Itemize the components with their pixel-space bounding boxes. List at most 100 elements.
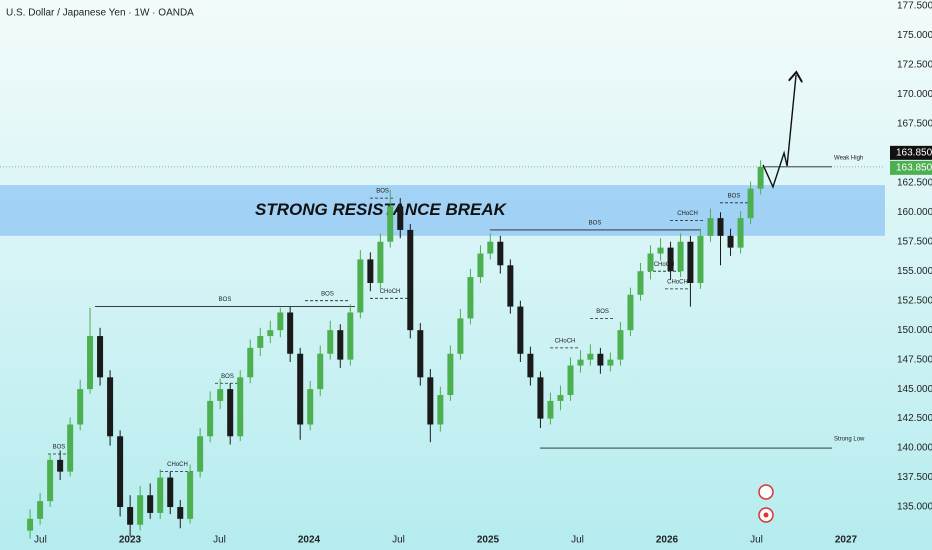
candle-body [107,377,114,437]
x-tick-label: Jul [392,535,405,546]
candle-body [157,477,164,513]
flag-icon-dot [763,512,769,518]
candle-body [317,353,324,390]
candle-body [527,353,534,378]
x-tick-label: Jul [34,535,47,546]
candle-body [627,294,634,331]
candle-body [497,241,504,266]
structure-label: CHoCH [654,262,675,268]
candle-body [477,253,484,278]
candle-body [507,265,514,307]
price-tag [890,145,932,160]
candle-body [417,330,424,378]
x-tick-label: Jul [213,535,226,546]
candle-body [117,436,124,508]
y-tick-label: 150.000 [897,325,932,336]
candle-body [577,359,584,366]
candle-body [717,218,724,236]
flag-icons [758,484,774,523]
candle-body [337,330,344,360]
candle-body [67,424,74,472]
resistance-zone [0,185,885,236]
structure-label: BOS [219,297,232,303]
candle-body [737,218,744,248]
price-tag-label: 163.850 [896,147,932,158]
y-tick-label: 152.500 [897,295,932,306]
structure-label: CHoCH [167,462,188,468]
candle-body [387,206,394,242]
y-tick-label: 140.000 [897,443,932,454]
candle-body [547,400,554,419]
candle-body [367,259,374,283]
candle-body [637,271,644,295]
y-tick-label: 175.000 [897,30,932,41]
candle-body [707,218,714,236]
candle-body [37,501,44,519]
candle-body [127,507,134,525]
candle-body [697,235,704,283]
candle-body [27,518,34,531]
structure-label: CHoCH [380,289,401,295]
key-level-label: Weak High [834,155,863,161]
candle-body [277,312,284,331]
candle-body [287,312,294,354]
chart-title: U.S. Dollar / Japanese Yen · 1W · OANDA [6,8,194,19]
candle-body [487,241,494,254]
candle-body [307,389,314,425]
structure-label: BOS [589,221,602,227]
candle-body [607,359,614,366]
y-tick-label: 160.000 [897,207,932,218]
y-tick-label: 167.500 [897,118,932,129]
candle-body [747,188,754,219]
candle-body [187,471,194,519]
structure-label: CHoCH [555,338,576,344]
y-tick-label: 177.500 [897,1,932,12]
candle-body [757,166,764,189]
candle-body [617,330,624,360]
x-tick-label: 2025 [477,535,500,546]
candle-body [77,389,84,425]
structure-label: BOS [53,445,66,451]
flag-icon [758,484,774,500]
candle-body [357,259,364,313]
x-tick-label: Jul [571,535,584,546]
zone-label: STRONG RESISTANCE BREAK [255,200,508,219]
candle-body [87,336,94,390]
y-tick-label: 157.500 [897,236,932,247]
candle-body [177,507,184,519]
y-tick-label: 145.000 [897,384,932,395]
candle-body [167,477,174,508]
candle-body [397,206,404,230]
y-tick-label: 155.000 [897,266,932,277]
candle-body [647,253,654,272]
y-tick-label: 142.500 [897,413,932,424]
candle-body [467,277,474,319]
candle-body [257,336,264,348]
y-tick-label: 147.500 [897,354,932,365]
x-tick-label: 2023 [119,535,142,546]
candle-body [677,241,684,272]
candle-body [237,377,244,437]
candle-body [557,395,564,401]
candle-body [377,241,384,283]
candle-body [97,336,104,378]
structure-label: BOS [376,189,389,195]
structure-label: CHoCH [677,211,698,217]
x-tick-label: Jul [750,535,763,546]
candle-body [457,318,464,354]
candle-body [667,247,674,272]
structure-label: BOS [728,193,741,199]
candle-body [347,312,354,360]
candle-body [727,235,734,248]
structure-label: BOS [321,291,334,297]
candle-body [427,377,434,425]
candle-body [657,247,664,254]
candle-body [587,353,594,360]
y-tick-label: 170.000 [897,89,932,100]
projection-arrow [762,75,796,189]
structure-label: BOS [596,309,609,315]
candle-body [137,495,144,525]
candle-body [407,229,414,331]
